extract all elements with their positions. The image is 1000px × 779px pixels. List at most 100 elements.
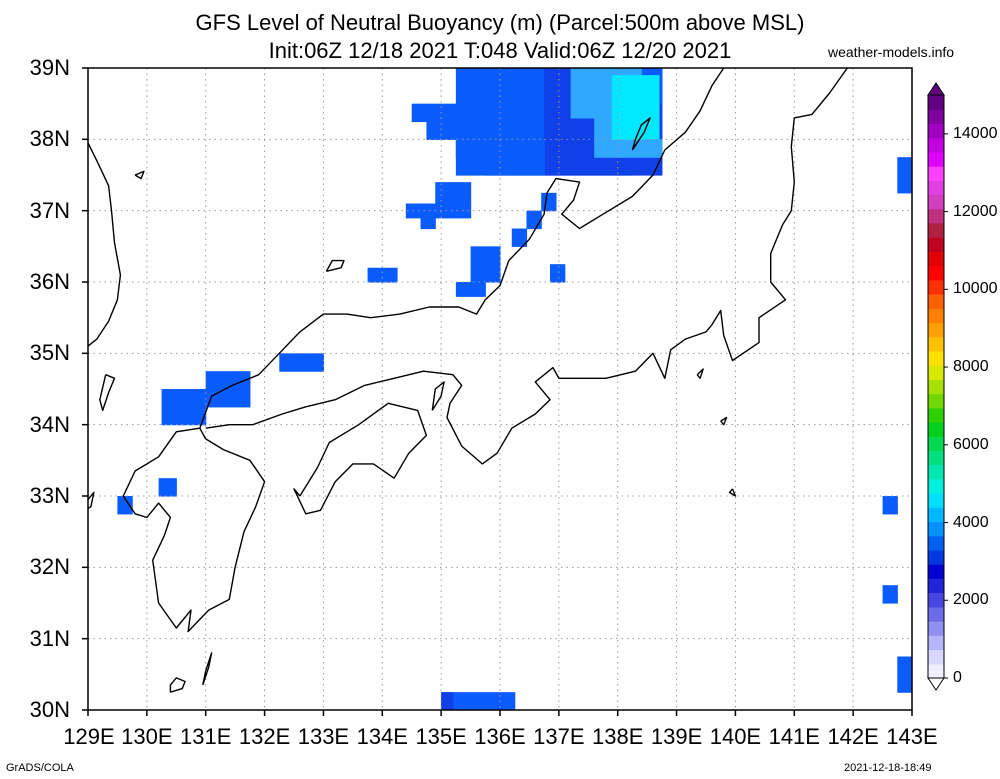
colorbar-label: 4000 <box>953 513 989 531</box>
lnb-cell <box>485 139 545 176</box>
lnb-cell <box>897 656 912 693</box>
grads-credit: GrADS/COLA <box>6 762 74 774</box>
lon-label: 132E <box>238 724 291 749</box>
lon-label: 134E <box>356 724 408 749</box>
colorbar-swatch <box>928 222 944 238</box>
awaji-coast <box>431 381 445 411</box>
lon-label: 131E <box>180 724 232 749</box>
colorbar-swatch <box>928 578 944 594</box>
colorbar-swatch <box>928 493 944 508</box>
lnb-cell <box>441 692 516 710</box>
lnb-shading <box>117 68 912 710</box>
colorbar-swatch <box>928 251 944 267</box>
honshu-north-coast <box>199 68 725 429</box>
tsushima-coast <box>99 374 116 412</box>
lon-label: 142E <box>827 724 879 749</box>
lnb-cell <box>611 75 660 140</box>
colorbar-swatch <box>928 592 944 608</box>
lnb-cell <box>641 139 663 158</box>
colorbar-swatch <box>928 322 944 338</box>
colorbar-swatch <box>928 308 944 324</box>
lon-label: 139E <box>650 724 703 749</box>
lat-label: 34N <box>29 411 70 437</box>
lat-label: 32N <box>29 554 70 580</box>
colorbar-swatch <box>928 180 944 196</box>
colorbar-swatch <box>928 365 944 380</box>
colorbar-swatch <box>928 151 944 167</box>
lon-label: 129E <box>63 724 115 749</box>
yakushima-coast <box>169 677 186 693</box>
colorbar-label: 8000 <box>953 358 989 376</box>
lnb-cell <box>367 267 398 283</box>
lnb-cell <box>526 210 542 230</box>
colorbar-swatch <box>928 123 944 139</box>
colorbar-swatch <box>928 436 944 451</box>
coastlines <box>88 68 848 693</box>
lnb-cell <box>882 496 898 515</box>
oki-coast <box>325 259 345 272</box>
lon-label: 143E <box>886 724 938 749</box>
korea-coast <box>88 142 122 347</box>
lon-label: 140E <box>709 724 762 749</box>
colorbar-swatch <box>928 464 944 480</box>
lnb-cell <box>550 264 566 283</box>
lat-label: 39N <box>29 55 70 80</box>
colorbar-swatch <box>928 166 944 181</box>
colorbar-swatch <box>928 294 944 309</box>
lat-label: 33N <box>29 483 70 508</box>
sado-coast <box>631 117 651 151</box>
colorbar-swatch <box>928 450 944 466</box>
goto-coast <box>88 491 95 510</box>
lnb-cell <box>205 371 251 408</box>
lon-label: 136E <box>474 724 526 749</box>
colorbar-label: 14000 <box>953 124 998 142</box>
kyushu-coast <box>122 427 266 633</box>
colorbar-bottom-arrow <box>927 677 945 691</box>
colorbar-swatch <box>928 649 944 665</box>
colorbar-swatch <box>928 478 944 494</box>
colorbar-swatch <box>928 95 944 110</box>
lnb-cell <box>897 157 912 194</box>
colorbar-swatch <box>928 379 944 395</box>
lnb-cell <box>411 103 428 123</box>
colorbar-swatch <box>928 109 944 124</box>
colorbar-swatch <box>928 279 944 295</box>
lat-label: 38N <box>29 126 70 152</box>
colorbar-swatch <box>928 507 944 523</box>
colorbar-frame <box>927 94 945 679</box>
lnb-cell <box>455 282 486 297</box>
colorbar-swatch <box>928 606 944 622</box>
lnb-cell <box>511 228 528 247</box>
colorbar-swatch <box>928 663 944 679</box>
colorbar-label: 0 <box>953 669 962 686</box>
lnb-cell <box>441 692 454 710</box>
colorbar-swatch <box>928 194 944 210</box>
colorbar-label: 12000 <box>953 202 998 220</box>
axis-ticks <box>82 67 913 716</box>
lnb-cell <box>426 103 457 140</box>
colorbar-swatch <box>928 422 944 437</box>
lnb-cell <box>541 192 557 212</box>
colorbar-label: 6000 <box>953 435 989 453</box>
ulleung-coast <box>134 170 145 180</box>
colorbar-label: 10000 <box>953 280 998 298</box>
lon-label: 138E <box>592 724 644 749</box>
colorbar-swatch <box>928 621 944 636</box>
colorbar-swatch <box>928 407 944 423</box>
lon-label: 133E <box>297 724 350 749</box>
colorbar-swatch <box>928 137 944 153</box>
lnb-cell <box>435 182 472 205</box>
colorbar-swatch <box>928 521 944 537</box>
colorbar-swatch <box>928 564 944 579</box>
lnb-cell <box>117 496 133 515</box>
lat-label: 31N <box>29 625 70 651</box>
lat-label: 30N <box>29 697 70 722</box>
site-label: weather-models.info <box>828 44 955 60</box>
chart-subtitle: Init:06Z 12/18 2021 T:048 Valid:06Z 12/2… <box>268 38 732 63</box>
lon-label: 141E <box>768 724 820 749</box>
lnb-cell <box>161 389 207 426</box>
colorbar-top-arrow <box>927 82 945 96</box>
miyake-coast <box>720 416 728 426</box>
lnb-cell <box>882 585 898 604</box>
